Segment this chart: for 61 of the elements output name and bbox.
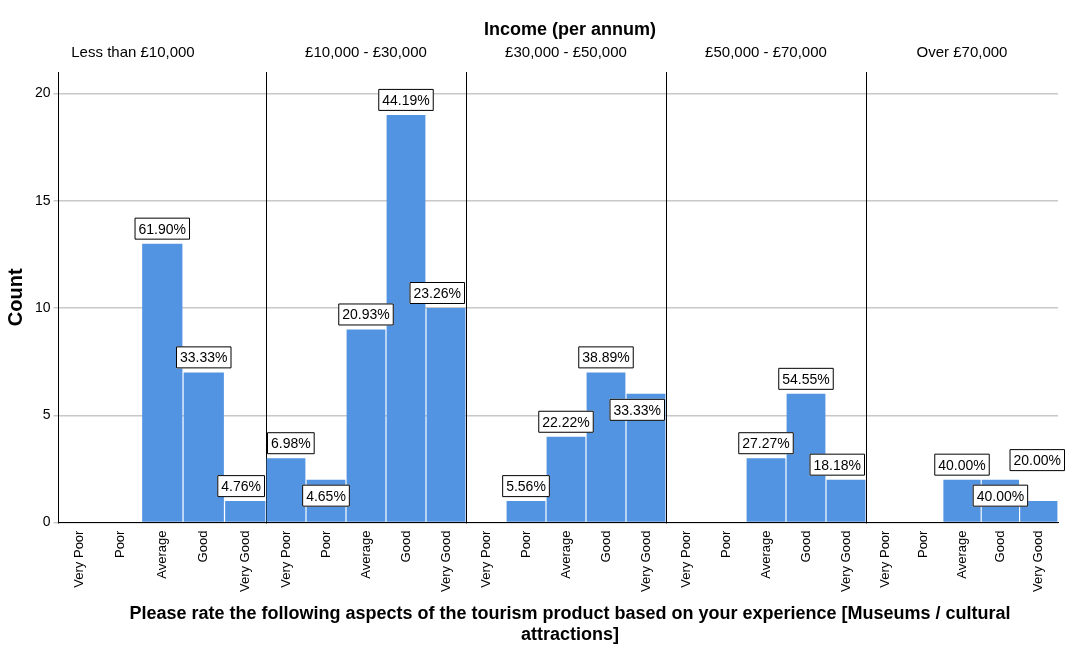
annotation: 22.22% [542,413,590,430]
bar [426,308,466,522]
bar [346,329,386,522]
x-tick-label: Very Good [437,530,453,593]
chart-title: £30,000 - £50,000 [505,43,627,61]
chart-title: £10,000 - £30,000 [305,43,427,61]
x-tick-label: Poor [517,529,533,559]
x-tick-label: Average [953,530,969,579]
annotation: 18.18% [813,456,861,473]
x-tick-label: Very Good [1030,530,1046,593]
x-tick-label: Very Good [236,530,252,593]
text: Income (per annum) [483,19,657,40]
x-tick-label: Average [557,530,573,579]
x-tick-label: Very Poor [277,529,293,588]
annotation: 33.33% [180,349,228,366]
annotation: 6.98% [271,435,311,452]
annotation: 61.90% [138,220,187,237]
y-tick-label: 5 [42,406,51,423]
annotation: 23.26% [413,284,461,301]
x-tick-label: Poor [317,529,333,559]
annotation: 4.65% [306,487,346,504]
chart-title: Over £70,000 [916,43,1008,61]
x-tick-label: Very Poor [677,529,693,588]
x-tick-label: Very Poor [477,529,493,588]
x-tick-label: Good [397,530,413,563]
x-tick-label: Good [195,530,211,563]
annotation: 40.00% [938,456,986,473]
annotation: 44.19% [382,91,430,108]
x-tick-label: Good [797,530,813,563]
y-axis-title: Count [3,268,26,327]
y-tick-label: 10 [34,298,51,315]
x-axis-title: Please rate the following aspects of the tourism product based on your experience [Museums / cultural attractions] [128,602,1012,645]
x-tick-label: Poor [112,529,128,559]
annotation: 5.56% [506,477,546,494]
y-tick-label: 20 [34,84,51,101]
x-tick-label: Good [991,530,1007,563]
y-tick-label: 15 [34,191,51,208]
annotation: 20.93% [342,306,390,323]
x-tick-label: Good [597,530,613,563]
x-tick-label: Very Poor [876,529,892,588]
x-tick-label: Very Good [637,530,653,593]
bar [506,501,546,522]
annotation: 27.27% [742,435,790,452]
annotation: 33.33% [613,401,661,418]
annotation: 54.55% [782,370,830,387]
x-tick-label: Very Good [837,530,853,593]
x-tick-label: Very Poor [70,529,86,588]
annotation: 4.76% [221,477,261,494]
x-tick-label: Average [757,530,773,579]
x-tick-label: Average [357,530,373,579]
x-tick-label: Average [153,530,169,579]
bar [546,436,586,522]
x-tick-label: Poor [717,529,733,559]
annotation: 38.89% [582,349,630,366]
chart-title: £50,000 - £70,000 [705,43,827,61]
chart-title: Less than £10,000 [71,43,195,61]
annotation: 40.00% [976,487,1025,504]
annotation: 20.00% [1013,451,1061,468]
bar [266,458,306,522]
x-tick-label: Poor [915,529,931,559]
y-tick-label: 0 [42,513,51,530]
